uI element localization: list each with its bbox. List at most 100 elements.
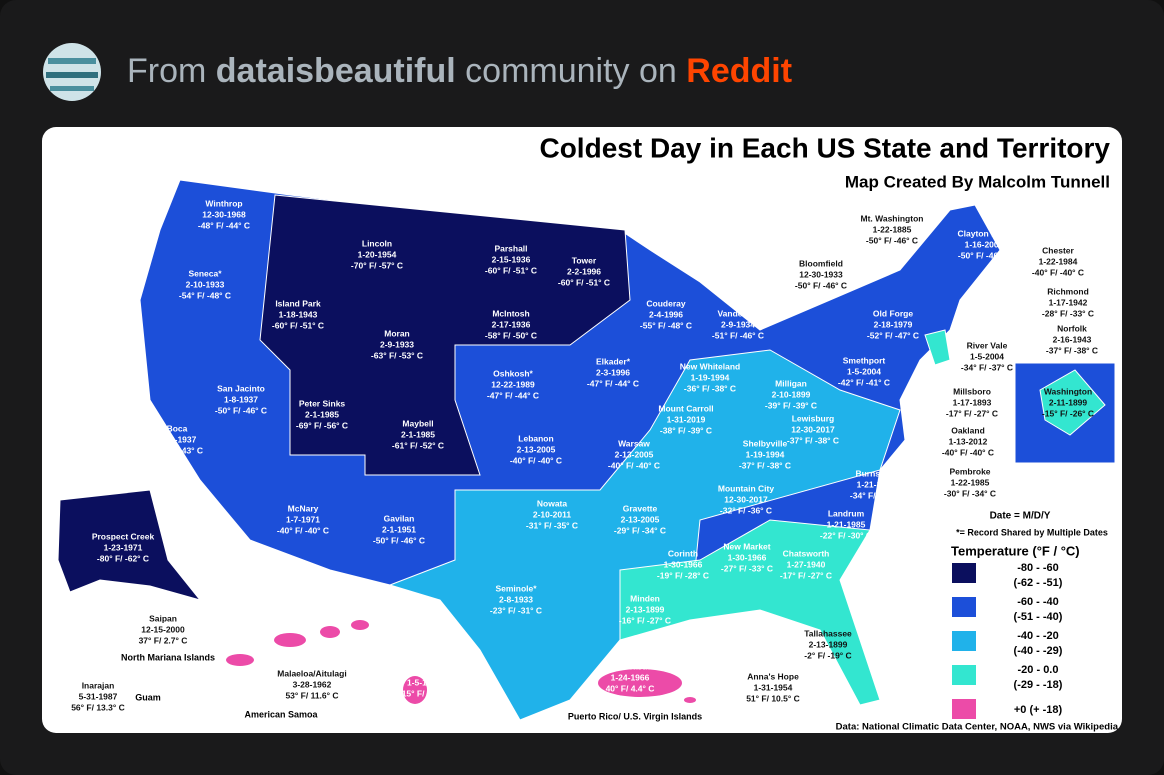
record-date: 1-20-1954 bbox=[358, 249, 397, 259]
record-date: 3-28-1962 bbox=[293, 679, 332, 689]
record-name: Millsboro bbox=[953, 386, 991, 396]
record-temp: -19° F/ -28° C bbox=[657, 570, 709, 580]
record-temp: 37° F/ 2.7° C bbox=[139, 635, 188, 645]
record-name: Saipan bbox=[149, 613, 177, 623]
record-temp: -51° F/ -46° C bbox=[712, 330, 764, 340]
record-temp: -50° F/ -46° C bbox=[795, 280, 847, 290]
header-community[interactable]: dataisbeautiful bbox=[216, 52, 456, 90]
header-site[interactable]: Reddit bbox=[686, 52, 792, 90]
record-temp: 56° F/ 13.3° C bbox=[71, 702, 125, 712]
record-name: Oshkosh* bbox=[493, 368, 533, 378]
record-date: 2-13-2005 bbox=[615, 449, 654, 459]
record-temp: -34° F/ -37° C bbox=[961, 362, 1013, 372]
legend-range-c: (-62 - -51) bbox=[1014, 577, 1063, 589]
record-temp: -31° F/ -35° C bbox=[526, 520, 578, 530]
record-name: San Sebastian* bbox=[599, 661, 661, 671]
record-date: 2-1-1951 bbox=[382, 524, 416, 534]
record-date: 1-30-1966 bbox=[664, 559, 703, 569]
record-name: Bloomfield bbox=[799, 258, 843, 268]
source: Data: National Climatic Data Center, NOA… bbox=[836, 722, 1119, 733]
record-name: Anna's Hope bbox=[747, 671, 799, 681]
avatar-stripe bbox=[50, 86, 94, 91]
record-date: 1-20-1937 bbox=[158, 434, 197, 444]
record-date: 2-2-1996 bbox=[567, 266, 601, 276]
record-temp: -27° F/ -33° C bbox=[721, 563, 773, 573]
record-name: Smethport bbox=[843, 355, 886, 365]
record-date: 1-27-1940 bbox=[787, 559, 826, 569]
record-temp: -40° F/ -40° C bbox=[608, 460, 660, 470]
legend-range: -80 - -60 bbox=[1017, 562, 1059, 574]
record-date: 2-16-1943 bbox=[1053, 334, 1092, 344]
record-name: Milligan bbox=[775, 378, 807, 388]
record-name: Vanderbilt bbox=[717, 308, 758, 318]
record-date: 1-5-2004 bbox=[970, 351, 1004, 361]
record-temp: -40° F/ -40° C bbox=[510, 455, 562, 465]
region-name: American Samoa bbox=[244, 709, 318, 719]
record-date: 1-30-1966 bbox=[728, 552, 767, 562]
record-temp: -37° F/ -38° C bbox=[787, 435, 839, 445]
record-temp: -40° F/ -40° C bbox=[1032, 267, 1084, 277]
record-name: Malaeloa/Aitulagi bbox=[277, 668, 346, 678]
record-date: 2-13-2005 bbox=[517, 444, 556, 454]
record-temp: -17° F/ -27° C bbox=[946, 408, 998, 418]
record-name: San Jacinto bbox=[217, 383, 265, 393]
legend-title: Temperature (°F / °C) bbox=[951, 543, 1080, 558]
legend-swatch bbox=[952, 665, 976, 685]
record-temp: -40° F/ -40° C bbox=[942, 447, 994, 457]
record-date: 1-31-2019 bbox=[667, 414, 706, 424]
header-middle: community on bbox=[465, 52, 677, 90]
record-temp: -69° F/ -56° C bbox=[296, 420, 348, 430]
record-name: Island Park bbox=[275, 298, 321, 308]
record-date: 1-24-1966 bbox=[611, 672, 650, 682]
record-date: 2-4-1996 bbox=[649, 309, 683, 319]
record-name: Chester bbox=[1042, 245, 1074, 255]
region-shape bbox=[259, 194, 631, 476]
record-name: Richmond bbox=[1047, 286, 1089, 296]
record-temp: 40° F/ 4.4° C bbox=[606, 683, 655, 693]
map-shapes bbox=[57, 179, 1116, 721]
header: From dataisbeautiful community on Reddit bbox=[127, 52, 792, 90]
record-date: 2-3-1996 bbox=[596, 367, 630, 377]
record-date: 12-30-1968 bbox=[202, 209, 246, 219]
record-date: 2-10-2011 bbox=[533, 509, 572, 519]
region-shape bbox=[619, 519, 881, 706]
legend-swatch bbox=[952, 563, 976, 583]
record-date: 1-22-1984 bbox=[1039, 256, 1078, 266]
record-date: 12-15-2000 bbox=[141, 624, 185, 634]
record-temp: -17° F/ -27° C bbox=[780, 570, 832, 580]
record-temp: -54° F/ -48° C bbox=[179, 290, 231, 300]
record-date: 1-13-2012 bbox=[949, 436, 988, 446]
record-temp: -60° F/ -51° C bbox=[558, 277, 610, 287]
region-name: North Mariana Islands bbox=[121, 652, 215, 662]
record-date: 1-5-2004 bbox=[847, 366, 881, 376]
record-date: 2-1-1985 bbox=[401, 429, 435, 439]
record-name: Seneca* bbox=[188, 268, 222, 278]
record-name: New Market bbox=[723, 541, 770, 551]
record-name: Lewisburg bbox=[792, 413, 835, 423]
avatar-stripe bbox=[46, 72, 98, 78]
record-date: 2-9-1933 bbox=[380, 339, 414, 349]
record-temp: -32° F/ -36° C bbox=[720, 505, 772, 515]
avatar[interactable] bbox=[43, 43, 101, 101]
record-name: Lincoln bbox=[362, 238, 392, 248]
legend-swatch bbox=[952, 631, 976, 651]
record-date: 1-21-1985 bbox=[857, 479, 896, 489]
record-temp: -47° F/ -44° C bbox=[487, 390, 539, 400]
record-date: 12-30-2017 bbox=[724, 494, 768, 504]
legend-swatch bbox=[952, 699, 976, 719]
record-temp: -48° F/ -44° C bbox=[198, 220, 250, 230]
date-note: Date = M/D/Y bbox=[990, 511, 1051, 522]
record-name: River Vale bbox=[967, 340, 1008, 350]
record-temp: -70° F/ -57° C bbox=[351, 260, 403, 270]
record-date: 2-13-1899 bbox=[809, 639, 848, 649]
record-date: 1-16-2009 bbox=[965, 239, 1004, 249]
record-temp: -58° F/ -50° C bbox=[485, 330, 537, 340]
record-name: Moran bbox=[384, 328, 410, 338]
record-temp: -50° F/ -46° C bbox=[373, 535, 425, 545]
record-date: 1-22-1885 bbox=[873, 224, 912, 234]
record-date: 2-11-1899 bbox=[1049, 397, 1088, 407]
record-date: 1-31-1954 bbox=[754, 682, 793, 692]
record-name: Tallahassee bbox=[804, 628, 852, 638]
record-date: 2-15-1936 bbox=[492, 254, 531, 264]
shared-note: *= Record Shared by Multiple Dates bbox=[956, 527, 1108, 537]
